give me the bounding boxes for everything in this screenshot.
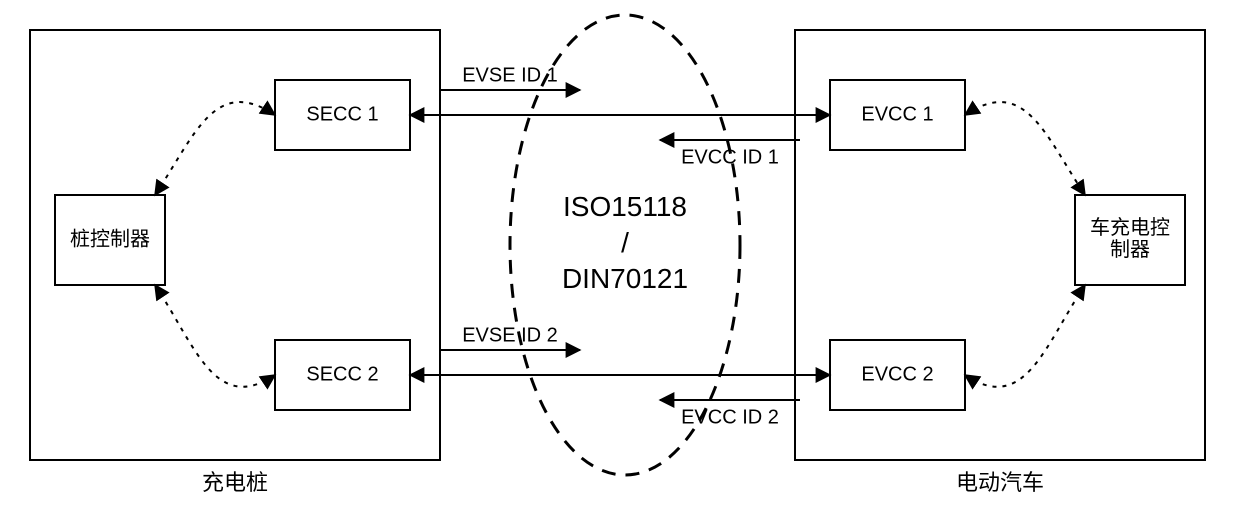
- secc2-label: SECC 2: [306, 363, 378, 385]
- evcc2-label: EVCC 2: [861, 363, 933, 385]
- protocol-label: ISO15118/DIN70121: [562, 191, 688, 294]
- link-evcc2-controller: [965, 285, 1085, 387]
- evcc1-label: EVCC 1: [861, 103, 933, 125]
- left-caption: 充电桩: [202, 470, 268, 495]
- link-evcc1-controller: [965, 102, 1085, 195]
- evse-id-2: EVSE ID 2: [462, 324, 558, 346]
- right-caption: 电动汽车: [956, 470, 1044, 495]
- evcc-id-2: EVCC ID 2: [681, 406, 779, 428]
- link-controller-secc2: [155, 285, 275, 387]
- link-controller-secc1: [155, 102, 275, 195]
- secc1-label: SECC 1: [306, 103, 378, 125]
- pile-controller-label: 桩控制器: [70, 227, 150, 250]
